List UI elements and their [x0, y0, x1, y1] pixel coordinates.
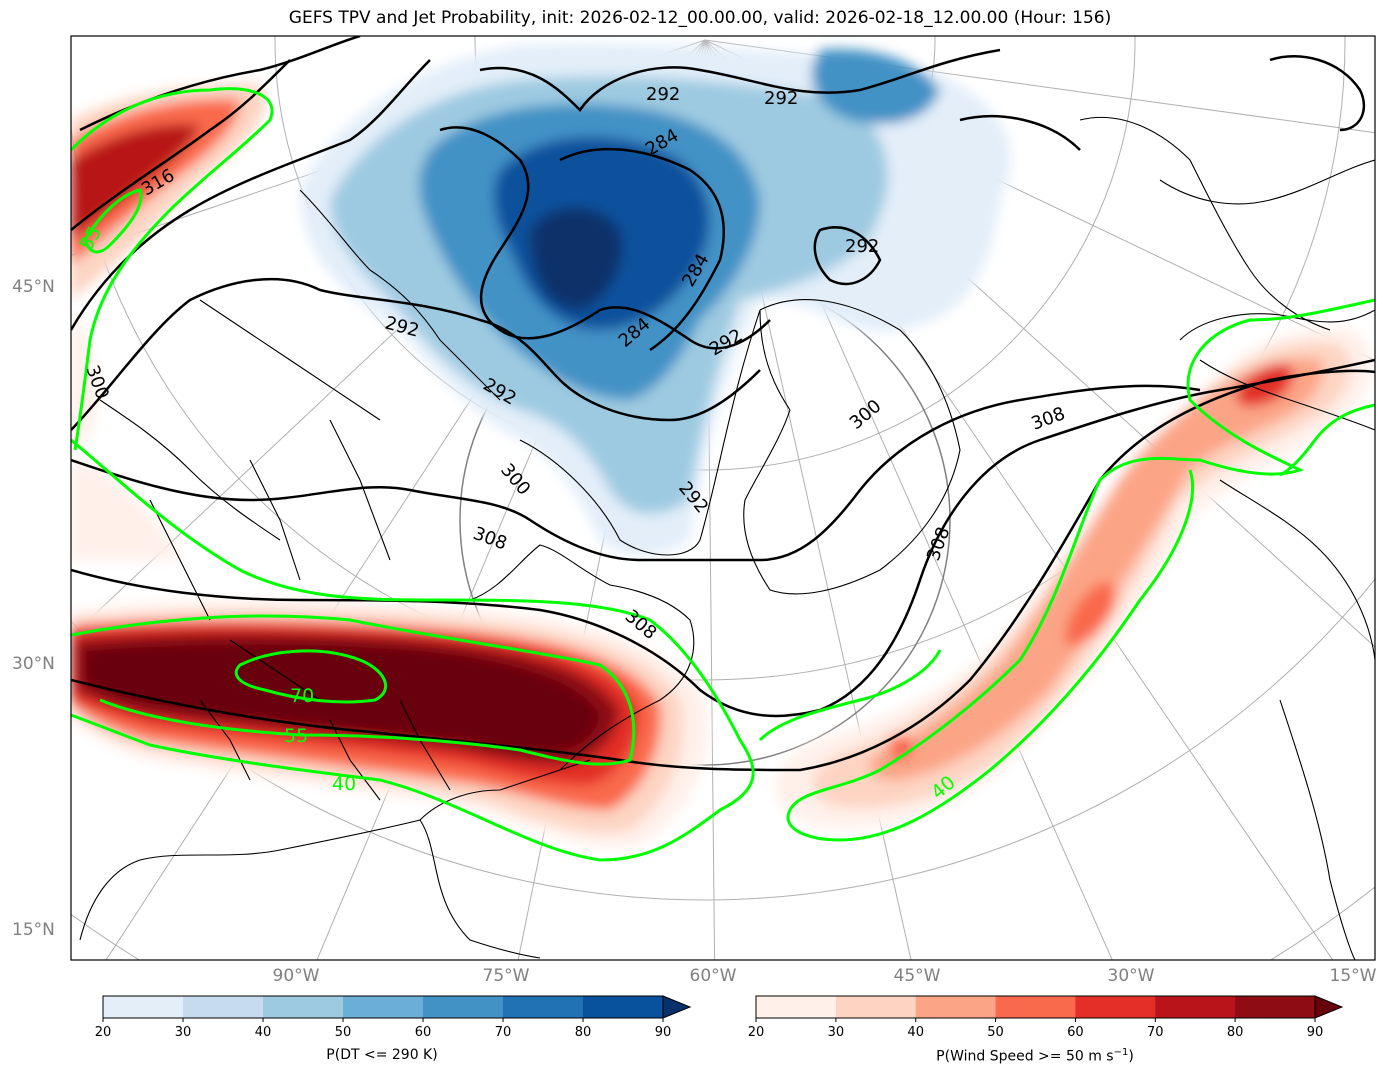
colorbar-tick-label: 20: [747, 1025, 765, 1040]
lon-label: 45°W: [893, 966, 941, 986]
map-frame: [70, 35, 1376, 961]
theta-label: 292: [845, 236, 879, 257]
colorbar-swatch: [343, 996, 424, 1018]
tpv-probability-field: [300, 43, 1011, 555]
colorbar-tick-label: 30: [827, 1025, 845, 1040]
colorbar-jet-label: P(Wind Speed >= 50 m s−1): [936, 1047, 1134, 1065]
lat-label: 15°N: [12, 920, 55, 940]
lat-label: 30°N: [12, 654, 55, 674]
colorbar-swatch: [103, 996, 184, 1018]
colorbar-swatch: [183, 996, 264, 1018]
jet-probability-field: [71, 84, 1372, 847]
colorbar-swatch: [263, 996, 344, 1018]
colorbar-extend-arrow: [1314, 995, 1344, 1019]
colorbar-tick-label: 40: [254, 1025, 272, 1040]
colorbar-swatch: [915, 996, 997, 1018]
colorbar-jet: [755, 995, 1344, 1022]
colorbar-tpv: [102, 995, 692, 1022]
colorbar-tick-label: 30: [174, 1025, 192, 1040]
theta-label: 292: [646, 84, 680, 105]
colorbar-frame: [755, 995, 1316, 1019]
colorbar-tpv-label: P(DT <= 290 K): [326, 1047, 438, 1063]
jet-label: 55: [284, 725, 308, 747]
colorbar-tick-label: 90: [1306, 1025, 1324, 1040]
colorbar-tick-label: 70: [1147, 1025, 1164, 1040]
colorbar-tick-label: 40: [907, 1025, 924, 1040]
colorbar-swatch: [503, 996, 584, 1018]
jet-label: 40: [332, 773, 356, 795]
colorbar-swatch: [995, 996, 1076, 1018]
colorbar-tick-label: 50: [987, 1025, 1004, 1040]
jet-contours: [71, 87, 1375, 862]
colorbar-tick-label: 60: [1067, 1025, 1084, 1040]
coastlines: [79, 116, 1375, 960]
colorbar-extend-arrow: [662, 995, 692, 1019]
lat-label: 45°N: [12, 277, 55, 297]
colorbar-swatch: [756, 996, 837, 1018]
map-title: GEFS TPV and Jet Probability, init: 2026…: [288, 8, 1112, 28]
colorbar-tick-label: 90: [654, 1025, 672, 1040]
colorbar-tick-label: 80: [1226, 1025, 1244, 1040]
colorbar-frame: [102, 995, 664, 1019]
colorbar-tick-label: 80: [574, 1025, 592, 1040]
colorbar-swatch: [835, 996, 917, 1018]
lon-label: 90°W: [272, 966, 320, 986]
colorbar-swatch: [1235, 996, 1316, 1018]
theta-label: 292: [764, 88, 798, 109]
colorbar-swatch: [1075, 996, 1156, 1018]
lon-label: 60°W: [689, 966, 737, 986]
lon-label: 15°W: [1329, 966, 1377, 986]
lon-label: 75°W: [482, 966, 530, 986]
colorbar-swatch: [583, 996, 664, 1018]
colorbar-swatch: [423, 996, 504, 1018]
lon-label: 30°W: [1107, 966, 1155, 986]
colorbar-tick-label: 70: [494, 1025, 512, 1040]
colorbar-tick-label: 20: [94, 1025, 112, 1040]
colorbar-tick-label: 60: [414, 1025, 432, 1040]
colorbar-tick-label: 50: [334, 1025, 352, 1040]
jet-label: 70: [290, 685, 314, 707]
colorbar-swatch: [1155, 996, 1236, 1018]
